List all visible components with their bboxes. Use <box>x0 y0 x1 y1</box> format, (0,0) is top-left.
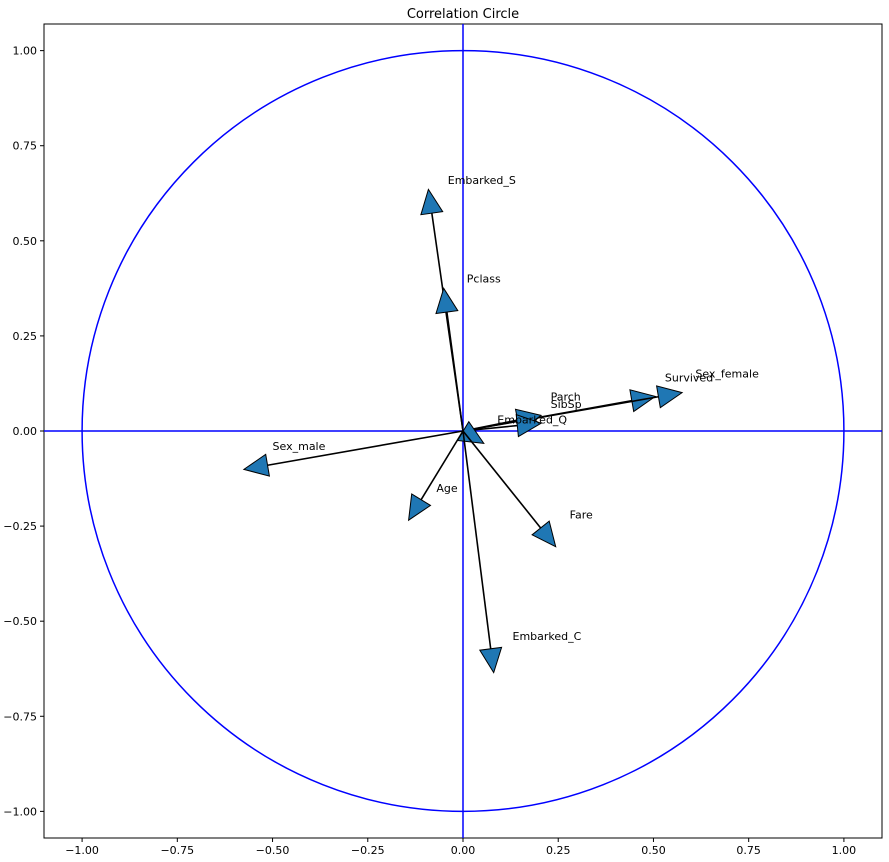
y-axis-ticks: −1.00 −0.75 −0.50 −0.25 0.00 0.25 0.50 0.75 1.00 <box>3 45 44 818</box>
y-tick-label: 0.25 <box>13 330 38 343</box>
x-tick-label: −0.50 <box>256 844 290 857</box>
y-tick-label: −1.00 <box>3 805 37 818</box>
x-axis-ticks: −1.00 −0.75 −0.50 −0.25 0.00 0.25 0.50 0.75 1.00 <box>65 838 856 857</box>
y-tick-label: 0.50 <box>13 235 38 248</box>
x-tick-label: 0.50 <box>641 844 666 857</box>
x-tick-label: 0.00 <box>451 844 476 857</box>
x-tick-label: −1.00 <box>65 844 99 857</box>
vector-shaft <box>420 430 464 501</box>
y-tick-label: 0.00 <box>13 425 38 438</box>
vector-label: Fare <box>570 508 593 521</box>
x-tick-label: −0.25 <box>351 844 385 857</box>
vector-shaft <box>462 430 492 649</box>
vector-shaft <box>446 311 464 432</box>
vector-label: Pclass <box>467 273 501 286</box>
x-tick-label: 1.00 <box>832 844 857 857</box>
vector-label: Age <box>436 482 458 495</box>
vector-sex-male: Sex_male <box>242 430 464 477</box>
vector-arrowhead <box>420 188 444 216</box>
vector-shaft <box>267 430 464 467</box>
y-tick-label: −0.25 <box>3 520 37 533</box>
y-tick-label: 1.00 <box>13 45 38 58</box>
y-tick-label: −0.75 <box>3 710 37 723</box>
vector-label: Embarked_C <box>513 630 582 643</box>
vector-arrowhead <box>478 646 503 674</box>
vector-fare: Fare <box>462 430 593 548</box>
vector-arrowhead <box>531 520 557 548</box>
vector-label: Sex_female <box>695 368 759 381</box>
vector-age: Age <box>407 430 464 522</box>
vector-arrowhead <box>655 385 684 409</box>
y-tick-label: 0.75 <box>13 140 38 153</box>
chart-title: Correlation Circle <box>407 7 519 22</box>
x-tick-label: 0.25 <box>546 844 571 857</box>
vector-arrowhead <box>435 287 459 315</box>
plot-content: Embarked_SPclassSurvivedSex_femaleParchS… <box>44 24 882 838</box>
vector-pclass: Pclass <box>435 273 501 432</box>
vector-arrowhead <box>242 453 271 477</box>
x-tick-label: −0.75 <box>160 844 194 857</box>
vector-label: Embarked_Q <box>497 413 567 426</box>
x-tick-label: 0.75 <box>736 844 761 857</box>
vector-label: SibSp <box>551 398 582 411</box>
vector-label: Embarked_S <box>448 174 516 187</box>
vector-label: Survived <box>665 372 713 385</box>
vector-shaft <box>462 430 542 529</box>
vector-embarked-c: Embarked_C <box>462 430 582 674</box>
vector-arrowhead <box>515 413 543 438</box>
vector-sex-female: Sex_female <box>462 368 759 432</box>
vector-arrowhead <box>407 493 432 522</box>
vector-label: Parch <box>551 391 581 404</box>
vector-label: Sex_male <box>273 440 326 453</box>
y-tick-label: −0.50 <box>3 615 37 628</box>
